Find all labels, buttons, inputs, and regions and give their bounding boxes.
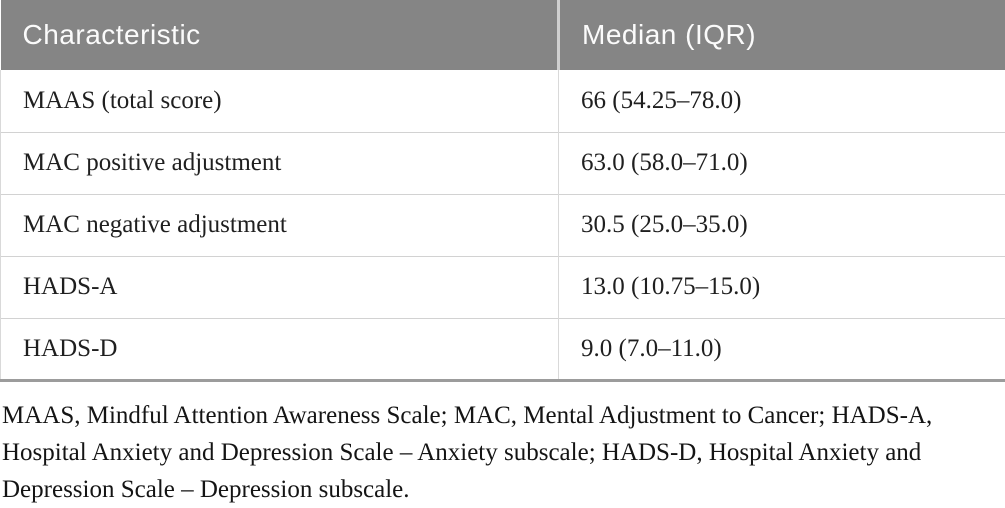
table-header: Characteristic Median (IQR): [1, 0, 1005, 70]
table-cell-characteristic: MAC positive adjustment: [1, 132, 559, 194]
table-body: MAAS (total score) 66 (54.25–78.0) MAC p…: [1, 70, 1005, 380]
table-cell-characteristic: HADS-A: [1, 256, 559, 318]
table-cell-median: 66 (54.25–78.0): [559, 70, 1005, 132]
table-cell-median: 63.0 (58.0–71.0): [559, 132, 1005, 194]
column-header-median-iqr: Median (IQR): [559, 0, 1005, 70]
table-row: HADS-A 13.0 (10.75–15.0): [1, 256, 1005, 318]
table-row: MAC positive adjustment 63.0 (58.0–71.0): [1, 132, 1005, 194]
table-cell-characteristic: MAAS (total score): [1, 70, 559, 132]
column-header-characteristic: Characteristic: [1, 0, 559, 70]
table-row: HADS-D 9.0 (7.0–11.0): [1, 318, 1005, 380]
table-cell-median: 30.5 (25.0–35.0): [559, 194, 1005, 256]
table-cell-characteristic: HADS-D: [1, 318, 559, 380]
table-footnote: MAAS, Mindful Attention Awareness Scale;…: [0, 397, 1005, 508]
table-row: MAAS (total score) 66 (54.25–78.0): [1, 70, 1005, 132]
characteristics-table: Characteristic Median (IQR) MAAS (total …: [0, 0, 1005, 382]
table-row: MAC negative adjustment 30.5 (25.0–35.0): [1, 194, 1005, 256]
table-cell-characteristic: MAC negative adjustment: [1, 194, 559, 256]
table-cell-median: 9.0 (7.0–11.0): [559, 318, 1005, 380]
table-header-row: Characteristic Median (IQR): [1, 0, 1005, 70]
table-cell-median: 13.0 (10.75–15.0): [559, 256, 1005, 318]
